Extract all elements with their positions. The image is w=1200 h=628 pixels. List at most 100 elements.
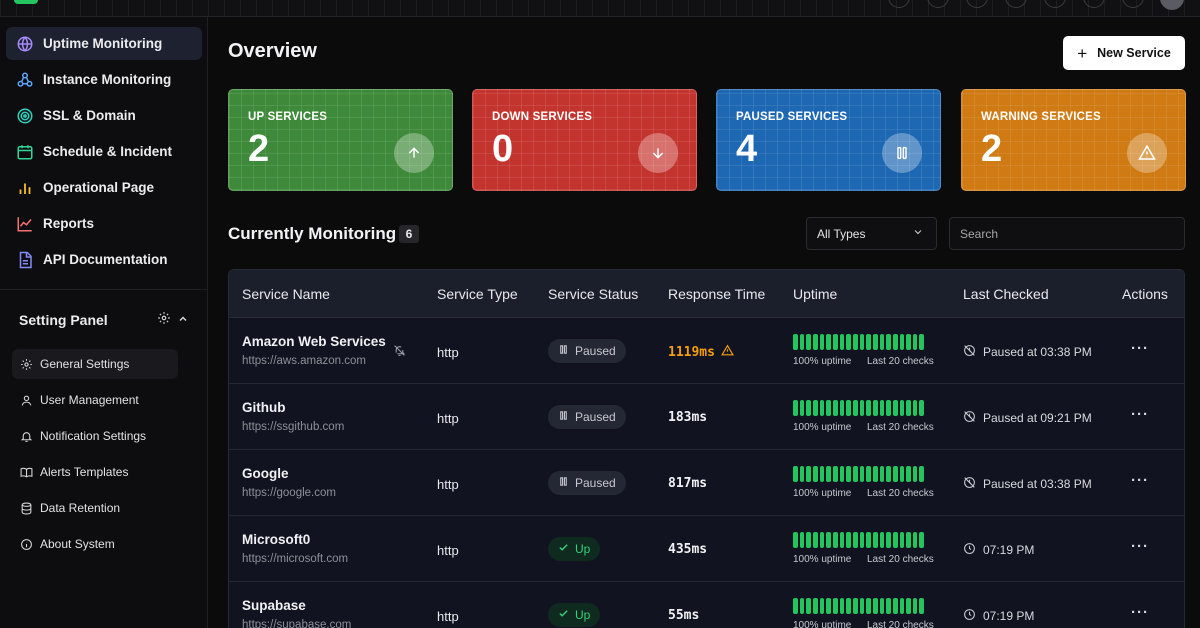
uptime-check-bar — [812, 466, 818, 482]
header-icon-button[interactable] — [1005, 0, 1027, 8]
uptime-check-bar — [819, 466, 825, 482]
uptime-check-bar — [826, 466, 831, 482]
uptime-check-bar — [912, 400, 918, 416]
uptime-percent: 100% uptime — [793, 356, 852, 367]
last-checked-value: 07:19 PM — [983, 543, 1035, 557]
gear-icon — [19, 357, 33, 371]
sidebar-item-operational-page[interactable]: Operational Page — [6, 171, 202, 204]
service-type-select[interactable]: All Types — [806, 217, 937, 250]
sidebar-item-label: Operational Page — [43, 180, 155, 195]
last-checked: 07:19 PM — [963, 542, 1034, 558]
header-icon-button[interactable] — [927, 0, 949, 8]
row-actions-button[interactable]: ··· — [1131, 340, 1149, 357]
status-label: Up — [575, 608, 591, 622]
bell-icon — [19, 429, 33, 443]
table-row[interactable]: Github https://ssgithub.com http Paused … — [229, 384, 1184, 450]
app-logo[interactable] — [14, 0, 38, 4]
clock-off-icon — [963, 476, 976, 492]
settings-item-alerts-templates[interactable]: Alerts Templates — [12, 457, 178, 487]
monitoring-count-badge: 6 — [399, 225, 419, 243]
avatar[interactable] — [1160, 0, 1184, 10]
uptime-check-bar — [872, 598, 878, 614]
setting-panel-header[interactable]: Setting Panel — [19, 311, 189, 328]
pause-icon — [558, 410, 569, 424]
warning-services-card[interactable]: WARNING SERVICES 2 — [961, 89, 1186, 191]
uptime-check-bar — [899, 598, 905, 614]
column-header-service-name[interactable]: Service Name — [242, 286, 330, 302]
uptime-check-bar — [866, 598, 871, 614]
check-icon — [558, 542, 569, 556]
uptime-check-bar — [799, 400, 805, 416]
header-icon-button[interactable] — [1122, 0, 1144, 8]
last-checked-value: Paused at 03:38 PM — [983, 477, 1092, 491]
sidebar-item-reports[interactable]: Reports — [6, 207, 202, 240]
row-actions-button[interactable]: ··· — [1131, 472, 1149, 489]
card-value: 4 — [736, 128, 758, 170]
settings-item-notification[interactable]: Notification Settings — [12, 421, 178, 451]
uptime-check-bar — [812, 532, 818, 548]
table-row[interactable]: Supabase https://supabase.com http Up 55… — [229, 582, 1184, 628]
card-value: 0 — [492, 128, 514, 170]
header-icon-button[interactable] — [1044, 0, 1066, 8]
bell-off-icon[interactable] — [393, 344, 406, 362]
settings-item-about-system[interactable]: About System — [12, 529, 178, 559]
uptime-check-bar — [879, 400, 885, 416]
new-service-label: New Service — [1097, 46, 1171, 60]
header-icon-button[interactable] — [888, 0, 910, 8]
up-services-card[interactable]: UP SERVICES 2 — [228, 89, 453, 191]
uptime-check-bar — [899, 532, 905, 548]
table-row[interactable]: Microsoft0 https://microsoft.com http Up… — [229, 516, 1184, 582]
table-header: Service Name Service Type Service Status… — [229, 270, 1184, 318]
header-icon-button[interactable] — [1083, 0, 1105, 8]
column-header-service-status[interactable]: Service Status — [548, 286, 639, 302]
header-icon-button[interactable] — [966, 0, 988, 8]
book-icon — [19, 465, 33, 479]
sidebar-item-label: Reports — [43, 216, 95, 231]
uptime-check-count: Last 20 checks — [867, 356, 934, 367]
gear-icon[interactable] — [157, 311, 171, 328]
search-input[interactable] — [949, 217, 1185, 250]
sidebar-item-ssl-domain[interactable]: SSL & Domain — [6, 99, 202, 132]
row-actions-button[interactable]: ··· — [1131, 538, 1149, 555]
card-value: 2 — [981, 128, 1003, 170]
settings-item-user-management[interactable]: User Management — [12, 385, 178, 415]
sidebar-item-uptime-monitoring[interactable]: Uptime Monitoring — [6, 27, 202, 60]
uptime-check-bar — [859, 598, 865, 614]
arrow-down-icon — [638, 133, 678, 173]
uptime-check-bar — [806, 598, 811, 614]
uptime-check-bar — [912, 466, 918, 482]
new-service-button[interactable]: + New Service — [1063, 36, 1185, 70]
document-icon — [16, 251, 34, 269]
uptime-percent: 100% uptime — [793, 422, 852, 433]
type-select-value: All Types — [817, 226, 866, 241]
uptime-check-bar — [892, 466, 898, 482]
settings-item-data-retention[interactable]: Data Retention — [12, 493, 178, 523]
uptime-check-bar — [906, 532, 911, 548]
uptime-bars — [793, 400, 925, 416]
clock-icon — [963, 608, 976, 624]
uptime-check-bar — [852, 334, 858, 350]
uptime-check-bar — [806, 532, 811, 548]
row-actions-button[interactable]: ··· — [1131, 604, 1149, 621]
column-header-last-checked[interactable]: Last Checked — [963, 286, 1049, 302]
settings-item-label: General Settings — [40, 357, 130, 371]
table-row[interactable]: Amazon Web Services https://aws.amazon.c… — [229, 318, 1184, 384]
sidebar-item-schedule-incident[interactable]: Schedule & Incident — [6, 135, 202, 168]
service-url: https://aws.amazon.com — [242, 355, 366, 367]
paused-services-card[interactable]: PAUSED SERVICES 4 — [716, 89, 941, 191]
chevron-up-icon[interactable] — [177, 312, 189, 328]
uptime-check-bar — [872, 466, 878, 482]
sidebar-item-instance-monitoring[interactable]: Instance Monitoring — [6, 63, 202, 96]
column-header-response-time[interactable]: Response Time — [668, 286, 766, 302]
uptime-check-bar — [906, 466, 911, 482]
sidebar-item-api-documentation[interactable]: API Documentation — [6, 243, 202, 276]
column-header-uptime[interactable]: Uptime — [793, 286, 838, 302]
uptime-check-bar — [919, 598, 925, 614]
settings-item-general[interactable]: General Settings — [12, 349, 178, 379]
service-name: Microsoft0 — [242, 532, 311, 547]
uptime-check-bar — [879, 466, 885, 482]
column-header-service-type[interactable]: Service Type — [437, 286, 518, 302]
row-actions-button[interactable]: ··· — [1131, 406, 1149, 423]
table-row[interactable]: Google https://google.com http Paused 81… — [229, 450, 1184, 516]
down-services-card[interactable]: DOWN SERVICES 0 — [472, 89, 697, 191]
